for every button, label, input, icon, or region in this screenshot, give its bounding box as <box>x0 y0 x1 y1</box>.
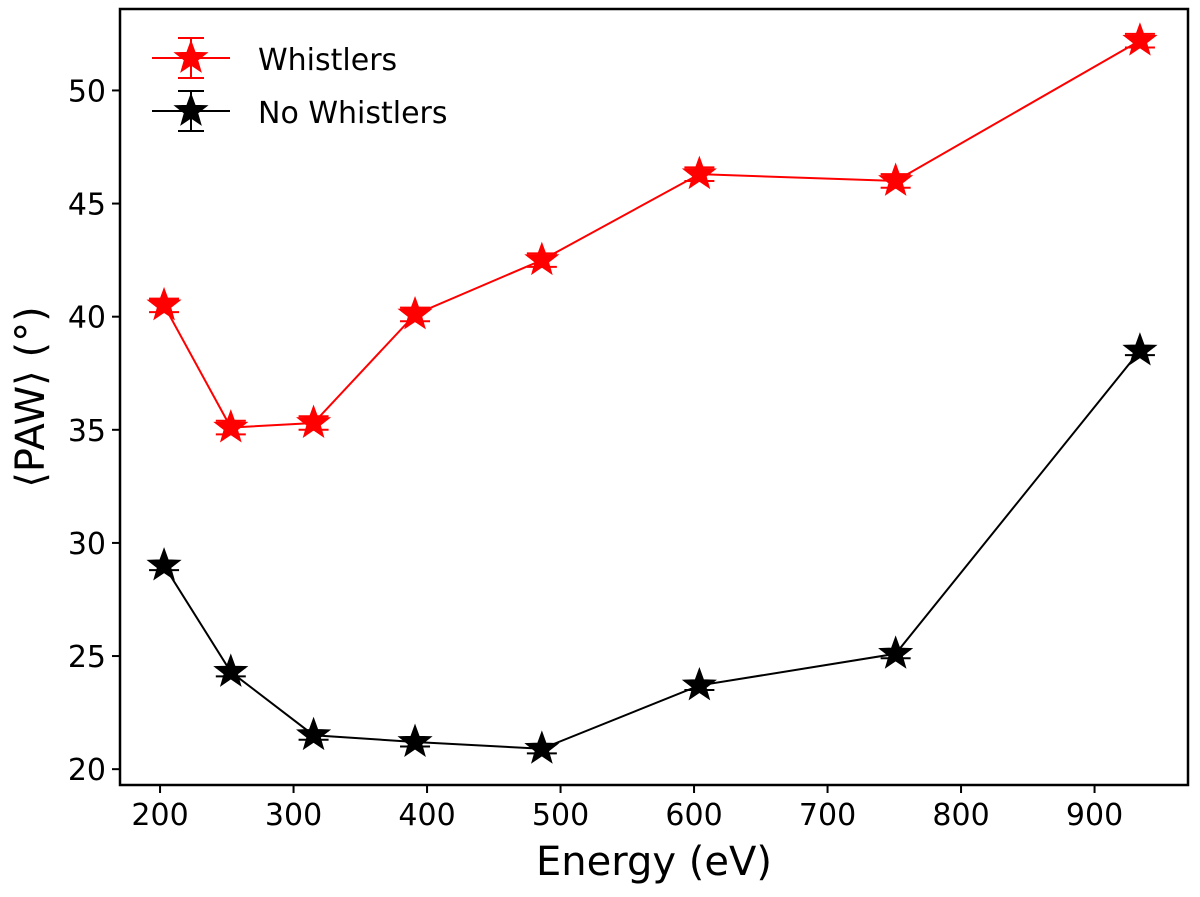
plot-area <box>118 7 1190 787</box>
y-tick-label: 45 <box>68 188 106 223</box>
data-point-whistlers <box>878 162 914 196</box>
legend-item-whistlers: Whistlers <box>152 37 397 79</box>
x-axis-title: Energy (eV) <box>536 839 772 885</box>
series-line-whistlers <box>163 39 1141 429</box>
x-tick-label: 300 <box>265 798 322 833</box>
data-point-whistlers <box>524 241 560 276</box>
series-layer <box>146 22 1158 764</box>
y-axis-title: ⟨PAW⟩ (°) <box>8 306 54 487</box>
legend-star-icon <box>173 92 209 126</box>
y-tick-label: 30 <box>68 527 106 562</box>
y-tick-label: 40 <box>68 301 106 336</box>
data-point-whistlers <box>296 404 332 438</box>
legend-label-no-whistlers: No Whistlers <box>258 96 448 131</box>
data-point-no-whistlers <box>681 666 717 701</box>
x-tick-label: 500 <box>532 798 589 833</box>
y-tick-label: 20 <box>68 753 106 788</box>
x-tick-label: 600 <box>665 798 722 833</box>
data-point-whistlers <box>681 155 717 190</box>
x-axis: 200 300 400 500 600 700 800 900 <box>131 785 1123 833</box>
data-point-no-whistlers <box>213 653 249 687</box>
data-point-no-whistlers <box>878 635 914 669</box>
data-point-whistlers <box>213 409 249 443</box>
series-line-no-whistlers <box>163 349 1141 750</box>
y-tick-label: 50 <box>68 74 106 109</box>
legend-star-icon <box>173 39 209 73</box>
x-tick-label: 900 <box>1066 798 1123 833</box>
legend: Whistlers No Whistlers <box>152 37 448 132</box>
legend-item-no-whistlers: No Whistlers <box>152 90 448 132</box>
data-point-whistlers <box>1122 22 1158 56</box>
series-whistlers <box>146 22 1158 443</box>
legend-marker-whistlers <box>152 37 230 79</box>
x-tick-label: 400 <box>398 798 455 833</box>
data-point-no-whistlers <box>296 716 332 751</box>
data-point-no-whistlers <box>397 723 433 757</box>
legend-label-whistlers: Whistlers <box>258 43 397 78</box>
y-tick-label: 25 <box>68 640 106 675</box>
y-axis: 20 25 30 35 40 45 50 <box>68 74 120 788</box>
x-tick-label: 800 <box>932 798 989 833</box>
data-point-whistlers <box>146 286 182 321</box>
series-no-whistlers <box>146 332 1158 764</box>
data-point-no-whistlers <box>524 730 560 764</box>
data-point-no-whistlers <box>146 547 182 581</box>
data-point-whistlers <box>397 295 433 330</box>
y-tick-label: 35 <box>68 414 106 449</box>
legend-marker-no-whistlers <box>152 90 230 132</box>
data-point-no-whistlers <box>1122 332 1158 366</box>
x-tick-label: 200 <box>131 798 188 833</box>
x-tick-label: 700 <box>799 798 856 833</box>
